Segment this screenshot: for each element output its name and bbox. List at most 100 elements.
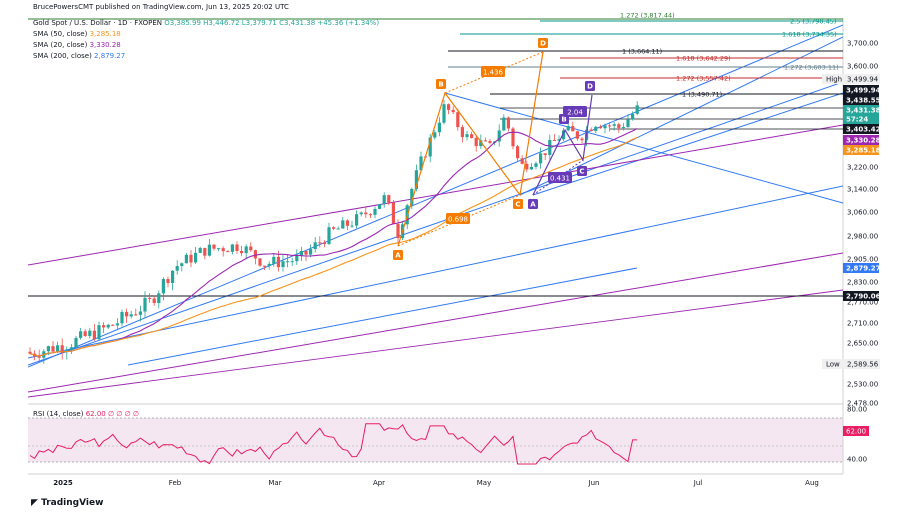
candle-body	[382, 195, 386, 205]
candle-body	[65, 349, 69, 353]
candle-body	[621, 127, 625, 129]
trendline	[519, 36, 843, 196]
fib-level-label: 1.618 (3,642.29)	[676, 55, 731, 63]
candle-body	[479, 140, 483, 147]
candle-body	[525, 163, 529, 170]
rsi-value-tag	[843, 426, 869, 436]
candle-body	[497, 130, 501, 142]
candle-body	[336, 228, 340, 230]
candle-body	[175, 266, 179, 271]
ratio-label-box	[563, 106, 587, 117]
candle-body	[198, 247, 202, 253]
candle-body	[594, 126, 598, 131]
candle-body	[396, 223, 400, 239]
candle-body	[253, 250, 257, 259]
ohlc-values: O3,385.99 H3,446.72 L3,379.71 C3,431.38 …	[164, 19, 380, 27]
candle-body	[387, 195, 391, 203]
candle-body	[548, 139, 552, 155]
tradingview-logo[interactable]: ◤ TradingView	[31, 498, 103, 508]
fib-level-label: 1 (3,490.71)	[682, 91, 722, 99]
harmonic-pattern-violet	[532, 94, 593, 196]
candle-body	[138, 311, 142, 315]
candle-body	[171, 270, 175, 283]
fib-level-label: 1 (3,664.11)	[622, 48, 662, 56]
trendline	[444, 92, 843, 204]
y-tick-label: 3,600.00	[847, 63, 878, 71]
pattern-point-marker	[393, 250, 403, 260]
y-tick-label: 2,530.00	[847, 381, 878, 389]
candle-body	[511, 128, 515, 147]
candle-body	[143, 297, 147, 312]
pattern-point-label: D	[587, 83, 593, 91]
candle-body	[433, 132, 437, 138]
candle-body	[460, 127, 464, 138]
candle-body	[355, 214, 359, 226]
fib-level-label: 1.618 (3,734.35)	[782, 31, 837, 39]
price-tag	[843, 135, 879, 145]
sma20-value: 3,330.28	[89, 41, 121, 49]
x-tick-label: Apr	[373, 479, 385, 487]
candle-body	[166, 279, 170, 283]
y-tick-label: 3,140.00	[847, 186, 878, 194]
pattern-point-label: C	[579, 168, 584, 176]
x-tick-label: Jul	[693, 479, 703, 487]
candle-body	[571, 126, 575, 132]
candle-body	[608, 125, 612, 127]
candle-body	[617, 124, 621, 128]
sma20-legend[interactable]: SMA (20, close) 3,330.28	[33, 41, 121, 49]
ratio-label: 0.698	[448, 216, 468, 224]
candle-body	[244, 246, 248, 254]
rsi-legend[interactable]: RSI (14, close) 62.00 ∅ ∅ ∅ ∅	[33, 410, 139, 418]
pattern-point-label: B	[438, 81, 443, 89]
candle-body	[309, 249, 313, 255]
candle-body	[115, 323, 119, 326]
candle-body	[437, 122, 441, 133]
candle-body	[125, 311, 129, 317]
sma50-legend[interactable]: SMA (50, close) 3,285.18	[33, 30, 121, 38]
candle-body	[161, 279, 165, 294]
candle-body	[217, 248, 221, 250]
harmonic-pattern-orange	[397, 51, 544, 247]
candle-body	[189, 254, 193, 263]
x-tick-label: Jun	[588, 479, 600, 487]
candle-body	[74, 337, 78, 348]
candle-body	[635, 105, 639, 114]
sma50-label: SMA (50, close)	[33, 30, 88, 38]
candle-body	[575, 131, 579, 139]
candle-body	[51, 346, 55, 352]
candle-body	[557, 139, 561, 141]
trendline	[127, 267, 638, 366]
candle-body	[92, 330, 96, 340]
pattern-point-marker	[538, 38, 548, 48]
candle-body	[152, 298, 156, 304]
rsi-extra: ∅ ∅ ∅ ∅	[107, 410, 140, 418]
y-tick-label: 2,710.00	[847, 320, 878, 328]
candle-body	[410, 188, 414, 206]
sma50-line	[29, 136, 638, 357]
candle-body	[230, 244, 234, 252]
rsi-layer	[29, 423, 638, 465]
ratio-label: 2.04	[567, 109, 583, 117]
pattern-point-label: B	[561, 116, 566, 124]
candle-body	[134, 314, 138, 316]
pattern-point-label: A	[530, 201, 536, 209]
candle-body	[56, 345, 60, 352]
candle-body	[566, 126, 570, 131]
sma50-value: 3,285.18	[89, 30, 121, 38]
x-tick-label: Aug	[805, 479, 819, 487]
candle-body	[562, 130, 566, 140]
candle-body	[249, 246, 253, 251]
candle-body	[419, 156, 423, 171]
x-tick-label: Feb	[169, 479, 182, 487]
candle-body	[332, 227, 336, 229]
candle-body	[598, 126, 602, 129]
y-tick-label: 2,770.00	[847, 299, 878, 307]
sma200-legend[interactable]: SMA (200, close) 2,879.27	[33, 52, 125, 60]
candle-body	[212, 244, 216, 249]
price-tag	[843, 95, 879, 105]
candle-body	[543, 153, 547, 155]
candle-body	[235, 244, 239, 251]
price-tag	[843, 114, 879, 124]
high-label-box	[822, 74, 880, 84]
symbol-name[interactable]: Gold Spot / U.S. Dollar · 1D · FXOPEN	[33, 19, 162, 27]
